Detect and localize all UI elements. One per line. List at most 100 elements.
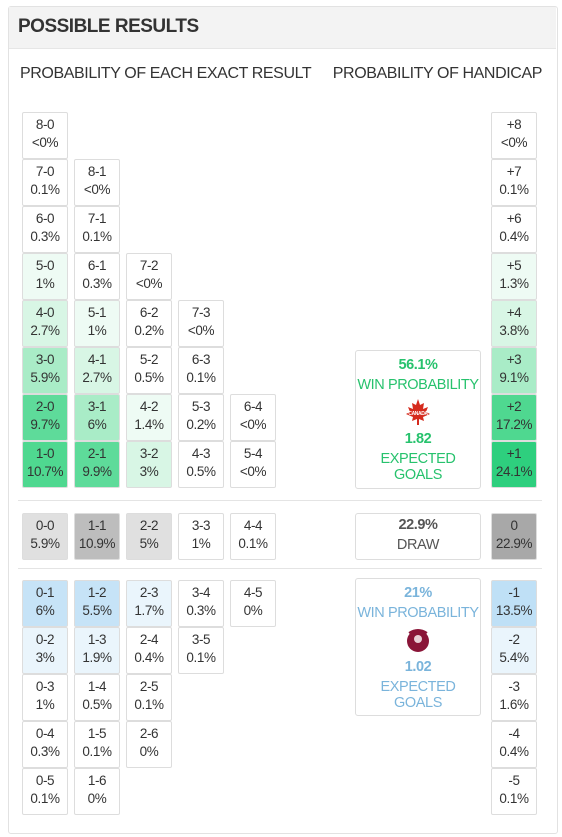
score: 0-4 [35, 726, 55, 741]
score-cell: -5 0.1% [491, 768, 537, 815]
score: 7-2 [139, 258, 159, 273]
score-cell: 5-0 1% [22, 253, 68, 300]
title: POSSIBLE RESULTS [18, 16, 199, 37]
score: 6-1 [87, 258, 107, 273]
score: 7-0 [35, 164, 55, 179]
separator [18, 500, 542, 501]
probability: <0% [239, 464, 267, 479]
score: +2 [506, 399, 522, 414]
score-cell: 8-1 <0% [74, 159, 120, 206]
score-cell: 1-0 10.7% [22, 441, 68, 488]
score-cell: 2-3 1.7% [126, 580, 172, 627]
score-cell: 6-4 <0% [230, 394, 276, 441]
score-cell: 4-4 0.1% [230, 513, 276, 560]
score-cell: 7-1 0.1% [74, 206, 120, 253]
score: 3-1 [87, 399, 107, 414]
probability: 9.1% [499, 370, 529, 385]
probability: <0% [187, 323, 215, 338]
score-cell: 0-5 0.1% [22, 768, 68, 815]
probability: 0.1% [30, 182, 60, 197]
score-cell: 2-4 0.4% [126, 627, 172, 674]
probability: 5.4% [499, 650, 529, 665]
score: 1-6 [87, 773, 107, 788]
probability: 0.1% [30, 791, 60, 806]
score-cell: 1-3 1.9% [74, 627, 120, 674]
score-cell: +2 17.2% [491, 394, 537, 441]
score-cell: 3-0 5.9% [22, 347, 68, 394]
score: 2-5 [139, 679, 159, 694]
away-win: 21% [404, 585, 432, 601]
score: -5 [508, 773, 520, 788]
score: 2-1 [87, 446, 107, 461]
score: -4 [508, 726, 520, 741]
score: 1-4 [87, 679, 107, 694]
probability: 0.1% [499, 791, 529, 806]
probability: 0.5% [186, 464, 216, 479]
header-bar [9, 7, 556, 49]
probability: 0% [87, 791, 107, 806]
probability: 0.4% [499, 744, 529, 759]
probability: 6% [35, 603, 55, 618]
score: 4-3 [191, 446, 211, 461]
score: +7 [506, 164, 522, 179]
probability: 0.1% [82, 229, 112, 244]
score: -1 [508, 585, 520, 600]
probability: 10.9% [78, 536, 116, 551]
probability: 2.7% [30, 323, 60, 338]
probability: 1.3% [499, 276, 529, 291]
draw-prob: 22.9% [398, 517, 438, 533]
probability: 3.8% [499, 323, 529, 338]
score: 3-0 [35, 352, 55, 367]
score: 3-4 [191, 585, 211, 600]
score-cell: 0 22.9% [491, 513, 537, 560]
score: -3 [508, 679, 520, 694]
probability: 24.1% [495, 464, 533, 479]
score: 4-0 [35, 305, 55, 320]
score-cell: +5 1.3% [491, 253, 537, 300]
score: 0-1 [35, 585, 55, 600]
score-cell: 1-6 0% [74, 768, 120, 815]
score: 4-5 [243, 585, 263, 600]
away-summary: 21% WIN PROBABILITY 1.02 EXPECTED GOALS [355, 578, 481, 716]
probability: 17.2% [495, 417, 533, 432]
probability: 0.4% [499, 229, 529, 244]
score: 7-3 [191, 305, 211, 320]
score: 0-3 [35, 679, 55, 694]
home-xg: 1.82 [404, 431, 432, 447]
score-cell: +1 24.1% [491, 441, 537, 488]
probability: <0% [500, 135, 528, 150]
home-win: 56.1% [398, 357, 438, 373]
score-cell: 7-0 0.1% [22, 159, 68, 206]
probability: 1% [35, 697, 55, 712]
score-cell: 7-2 <0% [126, 253, 172, 300]
score: 2-3 [139, 585, 159, 600]
score-cell: -3 1.6% [491, 674, 537, 721]
score-cell: 6-3 0.1% [178, 347, 224, 394]
probability: 0.1% [238, 536, 268, 551]
score-cell: 1-5 0.1% [74, 721, 120, 768]
score-cell: 4-0 2.7% [22, 300, 68, 347]
score: 2-4 [139, 632, 159, 647]
probability: 9.7% [30, 417, 60, 432]
svg-text:CANADA: CANADA [408, 411, 428, 417]
score-cell: 6-0 0.3% [22, 206, 68, 253]
score: 6-0 [35, 211, 55, 226]
probability: 3% [139, 464, 159, 479]
score-cell: 2-2 5% [126, 513, 172, 560]
score-cell: 3-1 6% [74, 394, 120, 441]
score: 3-3 [191, 518, 211, 533]
away-xg: 1.02 [404, 659, 432, 675]
score: 7-1 [87, 211, 107, 226]
probability: 0.3% [186, 603, 216, 618]
score-cell: 1-4 0.5% [74, 674, 120, 721]
score-cell: +8 <0% [491, 112, 537, 159]
score: 8-1 [87, 164, 107, 179]
score: 1-5 [87, 726, 107, 741]
probability: 0.4% [134, 650, 164, 665]
score-cell: +6 0.4% [491, 206, 537, 253]
probability: 1.7% [134, 603, 164, 618]
probability: 2.7% [82, 370, 112, 385]
score: 1-0 [35, 446, 55, 461]
score: 1-3 [87, 632, 107, 647]
